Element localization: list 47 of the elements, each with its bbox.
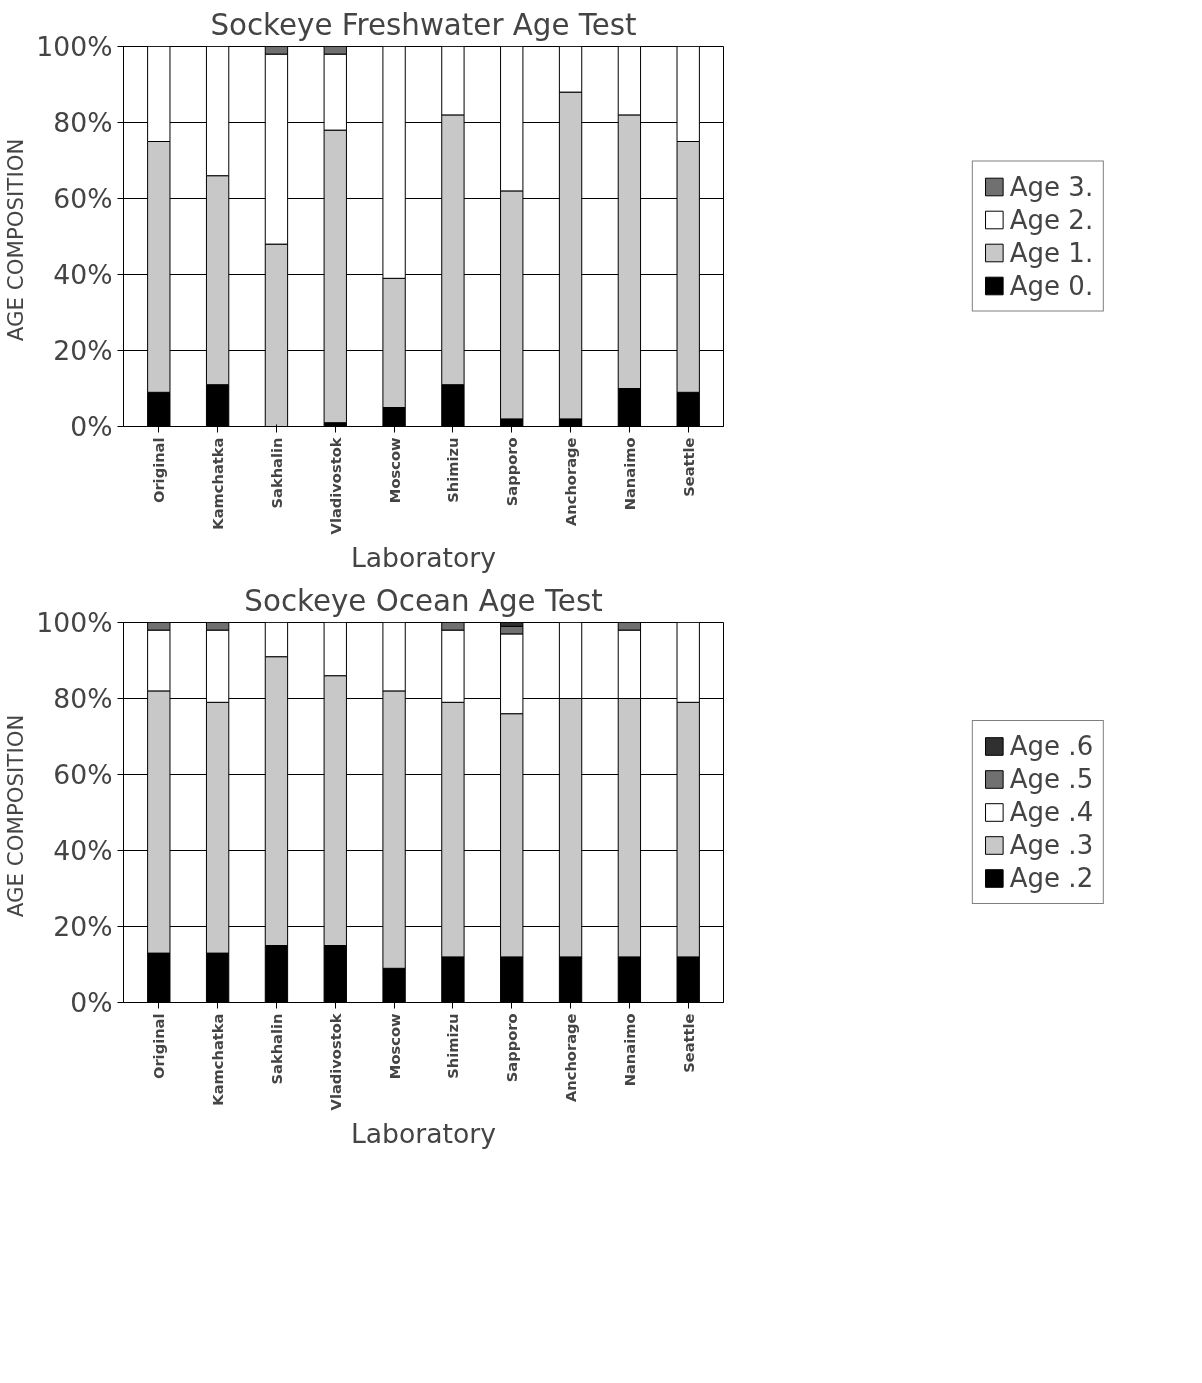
x-tick-label: Original — [150, 437, 168, 504]
y-tick-label: 0% — [70, 987, 113, 1018]
legend-label: Age .2 — [1009, 863, 1094, 893]
y-tick-label: 40% — [53, 259, 113, 290]
y-tick-label: 20% — [53, 911, 113, 942]
x-tick-label: Shimizu — [444, 437, 462, 503]
chart-title: Sockeye Ocean Age Test — [244, 583, 603, 618]
legend-label: Age 2. — [1009, 204, 1094, 235]
y-axis-title: AGE COMPOSITION — [3, 714, 29, 918]
legend-label: Age .4 — [1009, 797, 1094, 827]
x-tick-label: Original — [150, 1013, 168, 1080]
y-tick-label: 60% — [53, 759, 113, 790]
x-tick-label: Sapporo — [503, 437, 521, 507]
x-tick-label: Kamchatka — [209, 437, 227, 530]
legend-label: Age .3 — [1009, 830, 1094, 860]
x-axis-title: Laboratory — [350, 542, 497, 574]
x-tick-label: Kamchatka — [209, 1013, 227, 1106]
y-tick-label: 60% — [53, 183, 113, 214]
x-tick-label: Vladivostok — [326, 1012, 344, 1111]
legend-label: Age 1. — [1009, 237, 1094, 268]
x-tick-label: Nanaimo — [620, 1013, 638, 1087]
y-tick-label: 0% — [70, 411, 113, 442]
y-axis-title: AGE COMPOSITION — [3, 138, 29, 342]
x-tick-label: Moscow — [385, 1013, 403, 1080]
y-tick-label: 20% — [53, 335, 113, 366]
legend-label: Age 3. — [1009, 171, 1094, 202]
x-tick-label: Moscow — [385, 437, 403, 504]
x-tick-label: Vladivostok — [326, 436, 344, 535]
y-tick-label: 80% — [53, 683, 113, 714]
legend-label: Age .6 — [1009, 731, 1094, 761]
x-tick-label: Sapporo — [503, 1013, 521, 1083]
legend-label: Age .5 — [1009, 764, 1094, 794]
x-tick-label: Seattle — [679, 1013, 697, 1073]
x-tick-label: Shimizu — [444, 1013, 462, 1079]
legend-label: Age 0. — [1009, 270, 1094, 301]
y-tick-label: 100% — [36, 607, 113, 638]
x-tick-label: Anchorage — [562, 1013, 580, 1103]
chart-title: Sockeye Freshwater Age Test — [210, 7, 637, 42]
y-tick-label: 80% — [53, 107, 113, 138]
x-tick-label: Sakhalin — [267, 437, 285, 509]
x-tick-label: Seattle — [679, 437, 697, 497]
x-axis-title: Laboratory — [350, 1118, 497, 1150]
y-tick-label: 100% — [36, 31, 113, 62]
x-tick-label: Sakhalin — [267, 1013, 285, 1085]
y-tick-label: 40% — [53, 835, 113, 866]
x-tick-label: Nanaimo — [620, 437, 638, 511]
x-tick-label: Anchorage — [562, 437, 580, 527]
